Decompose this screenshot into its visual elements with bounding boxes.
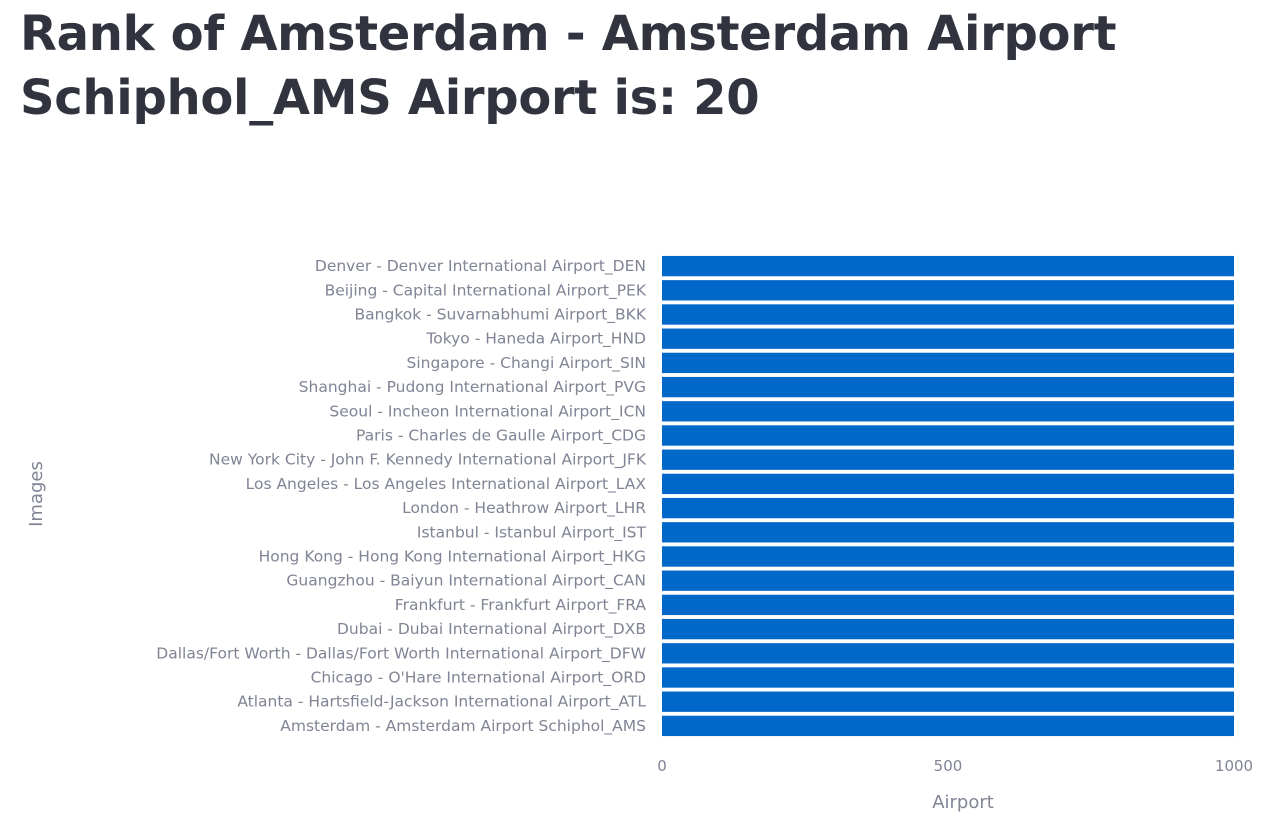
x-tick-label: 500 — [934, 757, 963, 775]
y-tick-label: Tokyo - Haneda Airport_HND — [425, 330, 646, 349]
y-tick-label: Guangzhou - Baiyun International Airport… — [286, 572, 646, 591]
y-tick-label: Hong Kong - Hong Kong International Airp… — [259, 548, 646, 567]
y-tick-label: Singapore - Changi Airport_SIN — [407, 354, 647, 373]
bar — [662, 522, 1234, 543]
y-tick-label: Dubai - Dubai International Airport_DXB — [337, 620, 646, 639]
y-tick-label: Paris - Charles de Gaulle Airport_CDG — [356, 427, 646, 446]
bar — [662, 594, 1234, 616]
bar — [662, 667, 1234, 688]
bar — [662, 715, 1234, 737]
y-tick-label: Denver - Denver International Airport_DE… — [315, 257, 646, 276]
x-tick-label: 1000 — [1215, 757, 1253, 775]
y-axis-tick-labels: Denver - Denver International Airport_DE… — [156, 257, 647, 736]
y-tick-label: Los Angeles - Los Angeles International … — [246, 475, 647, 494]
bar — [662, 376, 1234, 398]
y-tick-label: Amsterdam - Amsterdam Airport Schiphol_A… — [280, 717, 646, 736]
y-tick-label: Bangkok - Suvarnabhumi Airport_BKK — [355, 306, 647, 325]
bar — [662, 570, 1234, 591]
x-tick-label: 0 — [657, 757, 667, 775]
y-tick-label: Frankfurt - Frankfurt Airport_FRA — [395, 596, 647, 615]
y-tick-label: Beijing - Capital International Airport_… — [325, 281, 647, 300]
y-tick-label: Shanghai - Pudong International Airport_… — [299, 378, 646, 397]
y-tick-label: New York City - John F. Kennedy Internat… — [209, 451, 647, 470]
bar — [662, 352, 1234, 374]
y-tick-label: Seoul - Incheon International Airport_IC… — [329, 402, 646, 421]
bar — [662, 425, 1234, 446]
bar — [662, 449, 1234, 470]
bar — [662, 304, 1234, 325]
y-tick-label: Atlanta - Hartsfield-Jackson Internation… — [237, 693, 646, 712]
y-axis-title: Images — [26, 461, 47, 527]
y-tick-label: Chicago - O'Hare International Airport_O… — [311, 669, 646, 688]
bar — [662, 328, 1234, 349]
x-axis-title: Airport — [932, 792, 994, 813]
x-axis-tick-labels: 0 500 1000 — [657, 757, 1253, 775]
page-title: Rank of Amsterdam - Amsterdam Airport Sc… — [20, 6, 1117, 126]
y-tick-label: London - Heathrow Airport_LHR — [402, 499, 646, 518]
y-tick-label: Istanbul - Istanbul Airport_IST — [417, 523, 647, 542]
bar — [662, 618, 1234, 640]
bar — [662, 280, 1234, 301]
bar — [662, 401, 1234, 422]
bar — [662, 546, 1234, 567]
bar — [662, 643, 1234, 664]
y-tick-label: Dallas/Fort Worth - Dallas/Fort Worth In… — [156, 644, 646, 663]
bar — [662, 497, 1234, 519]
bars-group — [662, 255, 1234, 737]
bar — [662, 691, 1234, 712]
bar — [662, 255, 1234, 277]
bar — [662, 473, 1234, 495]
